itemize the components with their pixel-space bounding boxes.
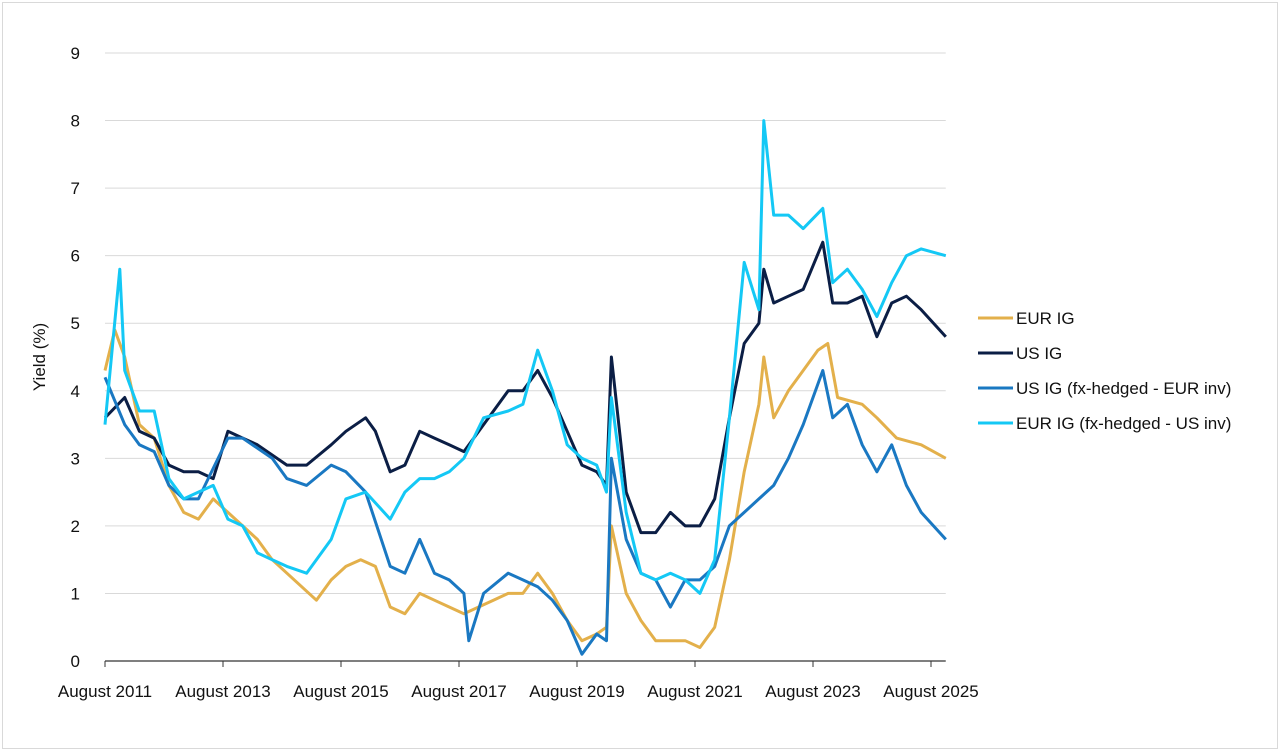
legend-label: US IG (fx-hedged - EUR inv) xyxy=(1016,379,1231,398)
legend-label: EUR IG (fx-hedged - US inv) xyxy=(1016,414,1231,433)
y-tick-label: 2 xyxy=(71,517,80,536)
y-axis-ticks: 0 1 2 3 4 5 6 7 8 9 xyxy=(71,44,80,671)
x-tick-label: August 2011 xyxy=(58,682,152,701)
legend: EUR IG US IG US IG (fx-hedged - EUR inv) EU… xyxy=(978,309,1231,433)
x-tick-label: August 2019 xyxy=(529,682,624,701)
y-tick-label: 7 xyxy=(71,179,80,198)
x-tick-label: August 2021 xyxy=(647,682,742,701)
x-tick-label: August 2013 xyxy=(175,682,270,701)
x-axis: August 2011 August 2013 August 2015 August … xyxy=(58,660,979,701)
x-tick-label: August 2023 xyxy=(765,682,860,701)
legend-label: EUR IG xyxy=(1016,309,1075,328)
x-tick-label: August 2015 xyxy=(293,682,388,701)
y-tick-label: 6 xyxy=(71,247,80,266)
y-tick-label: 9 xyxy=(71,44,80,63)
y-tick-label: 8 xyxy=(71,112,80,131)
x-tick-label: August 2017 xyxy=(411,682,506,701)
y-tick-label: 1 xyxy=(71,584,80,603)
legend-label: US IG xyxy=(1016,344,1062,363)
series-line-3 xyxy=(103,119,947,595)
y-tick-label: 3 xyxy=(71,449,80,468)
series-lines xyxy=(103,119,947,656)
x-tick-label: August 2025 xyxy=(883,682,978,701)
series-line-1 xyxy=(103,240,947,535)
y-tick-label: 4 xyxy=(71,382,80,401)
gridlines xyxy=(105,52,946,594)
series-line-2 xyxy=(103,369,947,656)
y-axis-label: Yield (%) xyxy=(30,323,49,391)
series-line-0 xyxy=(103,328,947,649)
y-tick-label: 5 xyxy=(71,314,80,333)
y-tick-label: 0 xyxy=(71,652,80,671)
